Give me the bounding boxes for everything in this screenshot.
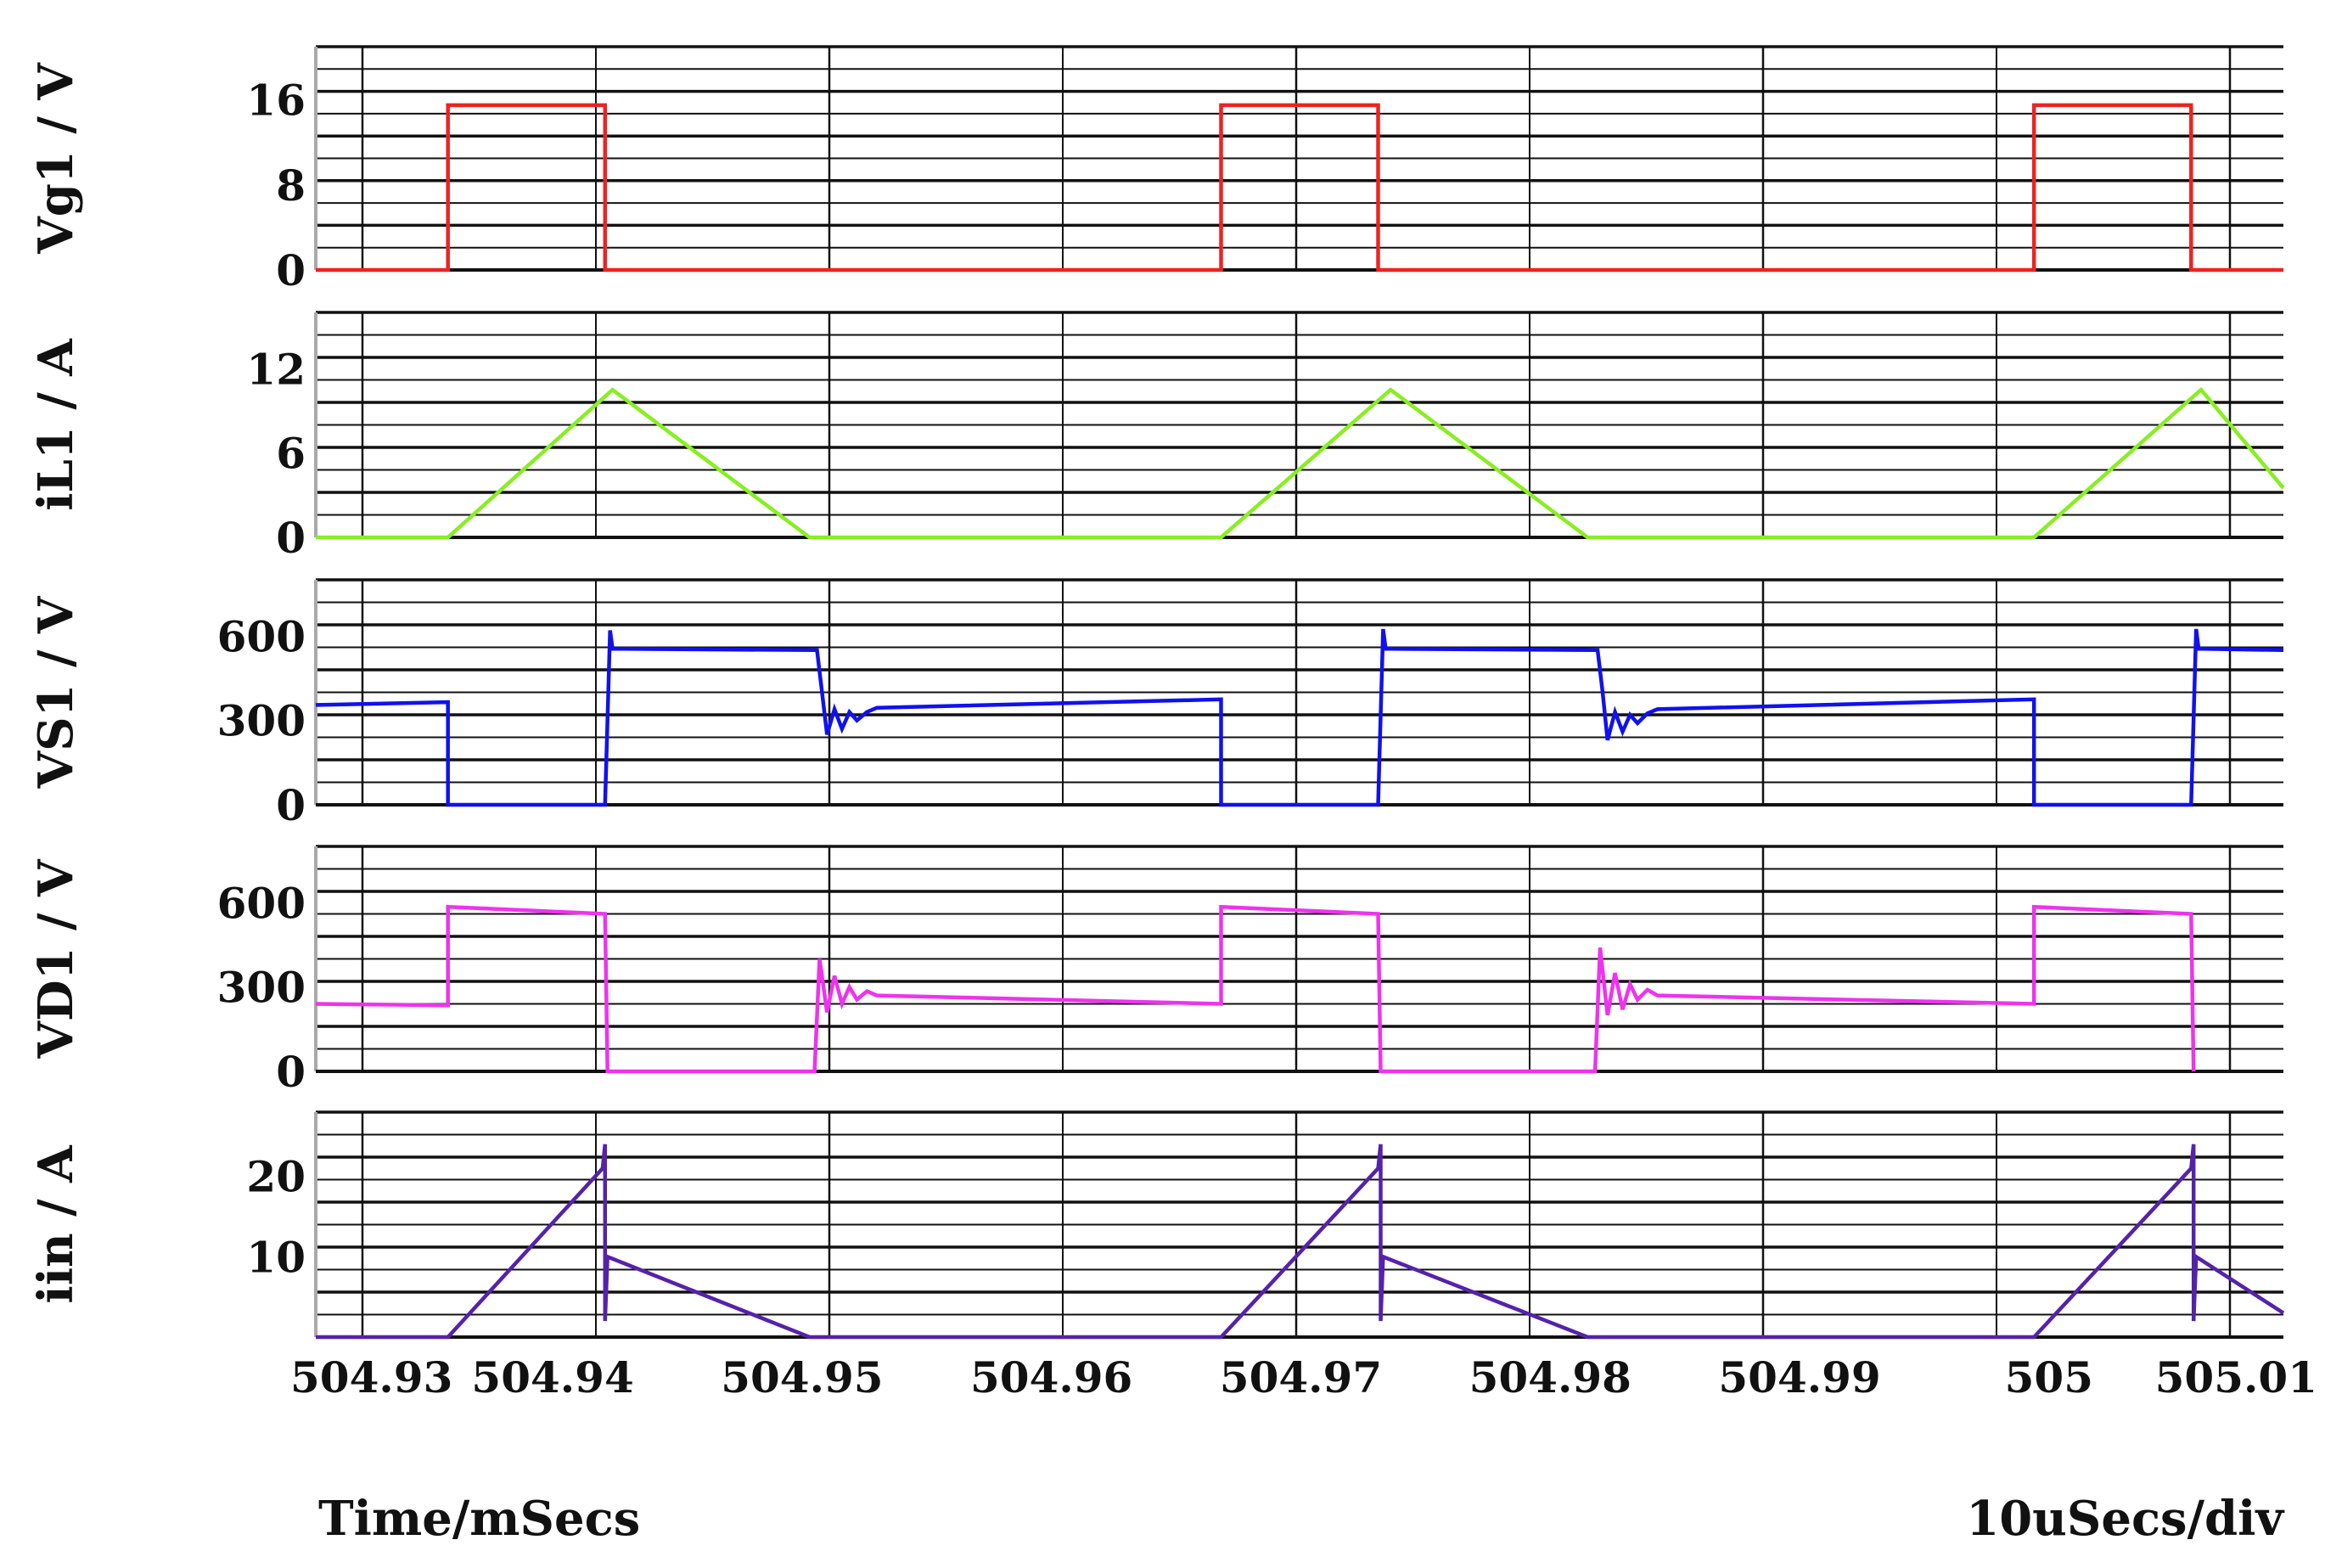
panels: 0 8 16 Vg1 / V 0 6 12 iL1 / A 0 300 600 VS1 / V 0 300… [28,45,2285,1340]
panel-2: 0 6 12 iL1 / A [28,311,2285,563]
series-line [316,386,2285,540]
series-line [316,103,2283,273]
panel-3: 0 300 600 VS1 / V [28,578,2284,830]
y-tick-label: 20 [246,1152,306,1202]
y-tick-label: 0 [276,245,306,295]
y-tick-label: 12 [246,344,306,394]
y-tick-label: 10 [246,1232,306,1282]
x-tick-label: 504.93 [290,1352,452,1402]
y-tick-label: 6 [276,429,306,479]
y-axis-label: VD1 / V [28,858,84,1059]
y-axis-label: Vg1 / V [28,62,84,255]
y-tick-label: 0 [276,780,306,830]
y-tick-label: 0 [276,513,306,563]
x-axis-label: Time/mSecs [318,1491,640,1547]
panel-4: 0 300 600 VD1 / V [28,845,2283,1097]
y-tick-label: 0 [276,1047,306,1097]
y-axis-label: VS1 / V [28,595,84,789]
panel-1: 0 8 16 Vg1 / V [28,45,2283,295]
series-line [315,904,2196,1074]
x-tick-label: 504.94 [471,1352,633,1402]
scale-note: 10uSecs/div [1966,1491,2284,1547]
x-tick-label: 504.98 [1469,1352,1631,1402]
x-tick-labels: 504.93 504.94 504.95 504.96 504.97 504.98 504.… [290,1352,2317,1402]
x-tick-label: 504.99 [1718,1352,1880,1402]
y-tick-label: 600 [217,878,306,928]
y-tick-label: 300 [217,963,306,1013]
y-axis-label: iin / A [28,1144,84,1304]
y-tick-label: 600 [217,611,306,661]
x-tick-label: 504.96 [970,1352,1132,1402]
series-line [315,628,2284,807]
y-tick-label: 300 [217,696,306,746]
series-line [316,1144,2285,1340]
panel-5: 10 20 iin / A [28,1110,2285,1340]
x-tick-label: 505.01 [2155,1352,2317,1402]
x-tick-label: 505 [2005,1352,2093,1402]
y-axis-label: iL1 / A [28,338,84,511]
x-tick-label: 504.97 [1220,1352,1382,1402]
x-tick-label: 504.95 [721,1352,883,1402]
y-tick-label: 16 [246,76,306,126]
y-tick-label: 8 [276,160,306,211]
